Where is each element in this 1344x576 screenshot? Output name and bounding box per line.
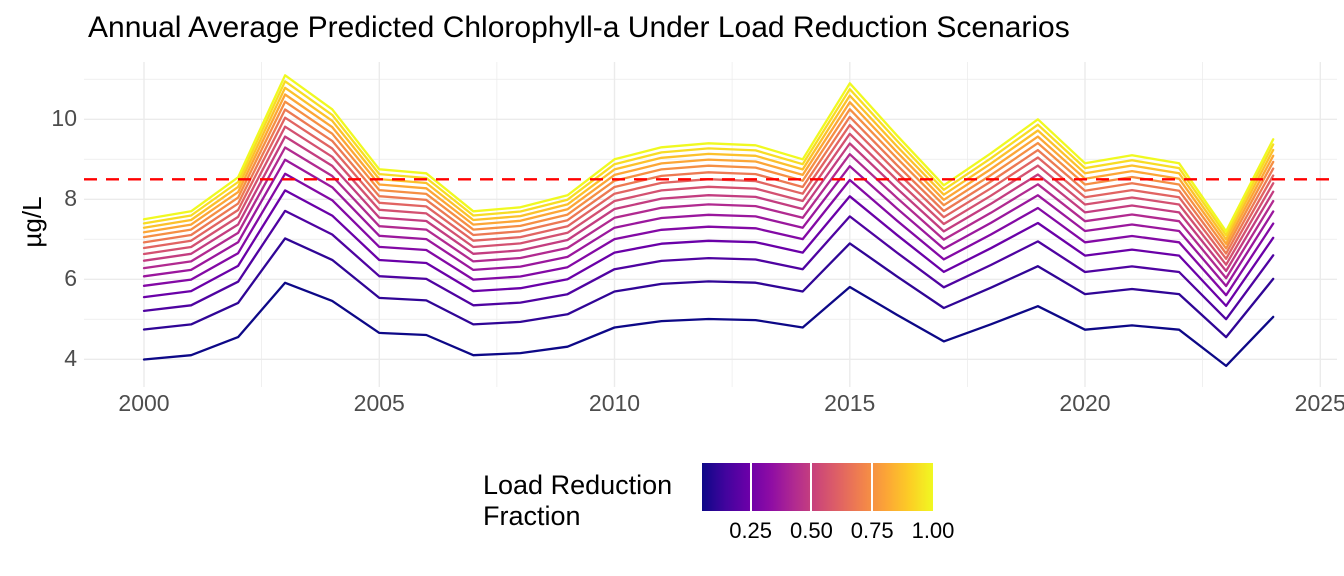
y-axis-title: µg/L: [17, 196, 47, 248]
x-tick-label: 2015: [824, 390, 876, 416]
scenario-line: [142, 281, 1275, 368]
x-tick-label: 2025: [1294, 390, 1344, 416]
scenario-line: [142, 209, 1275, 321]
scenario-line: [142, 172, 1275, 297]
legend-colorbar-tick: [749, 463, 752, 511]
scenario-line: [142, 135, 1275, 273]
scenario-line: [142, 189, 1275, 308]
legend-colorbar-tick: [810, 463, 813, 511]
x-tick-label: 2010: [588, 390, 641, 416]
x-tick-label: 2020: [1059, 390, 1111, 416]
legend-tick-label: 0.50: [789, 518, 833, 543]
chart-title: Annual Average Predicted Chlorophyll-a U…: [88, 11, 1070, 44]
scenario-line: [142, 86, 1275, 241]
y-tick-label: 10: [51, 105, 77, 132]
y-tick-label: 8: [64, 185, 77, 212]
scenario-line: [142, 108, 1275, 255]
scenario-line: [142, 158, 1275, 288]
legend-tick-label: 0.25: [729, 518, 773, 543]
legend-tick-label: 1.00: [911, 518, 955, 543]
scenario-line: [142, 146, 1275, 280]
legend-colorbar: [702, 463, 933, 511]
scenario-line: [142, 125, 1275, 266]
y-tick-label: 6: [64, 265, 77, 292]
legend-title: Load Reduction Fraction: [483, 470, 673, 531]
y-tick-label: 4: [64, 345, 77, 372]
legend-colorbar-tick: [871, 463, 874, 511]
x-tick-label: 2005: [353, 390, 405, 416]
scenario-line: [142, 237, 1275, 339]
scenario-line: [142, 74, 1275, 233]
legend-tick-label: 0.75: [850, 518, 894, 543]
scenario-line: [142, 100, 1275, 250]
scenario-line: [142, 80, 1275, 237]
x-tick-label: 2000: [118, 390, 170, 416]
